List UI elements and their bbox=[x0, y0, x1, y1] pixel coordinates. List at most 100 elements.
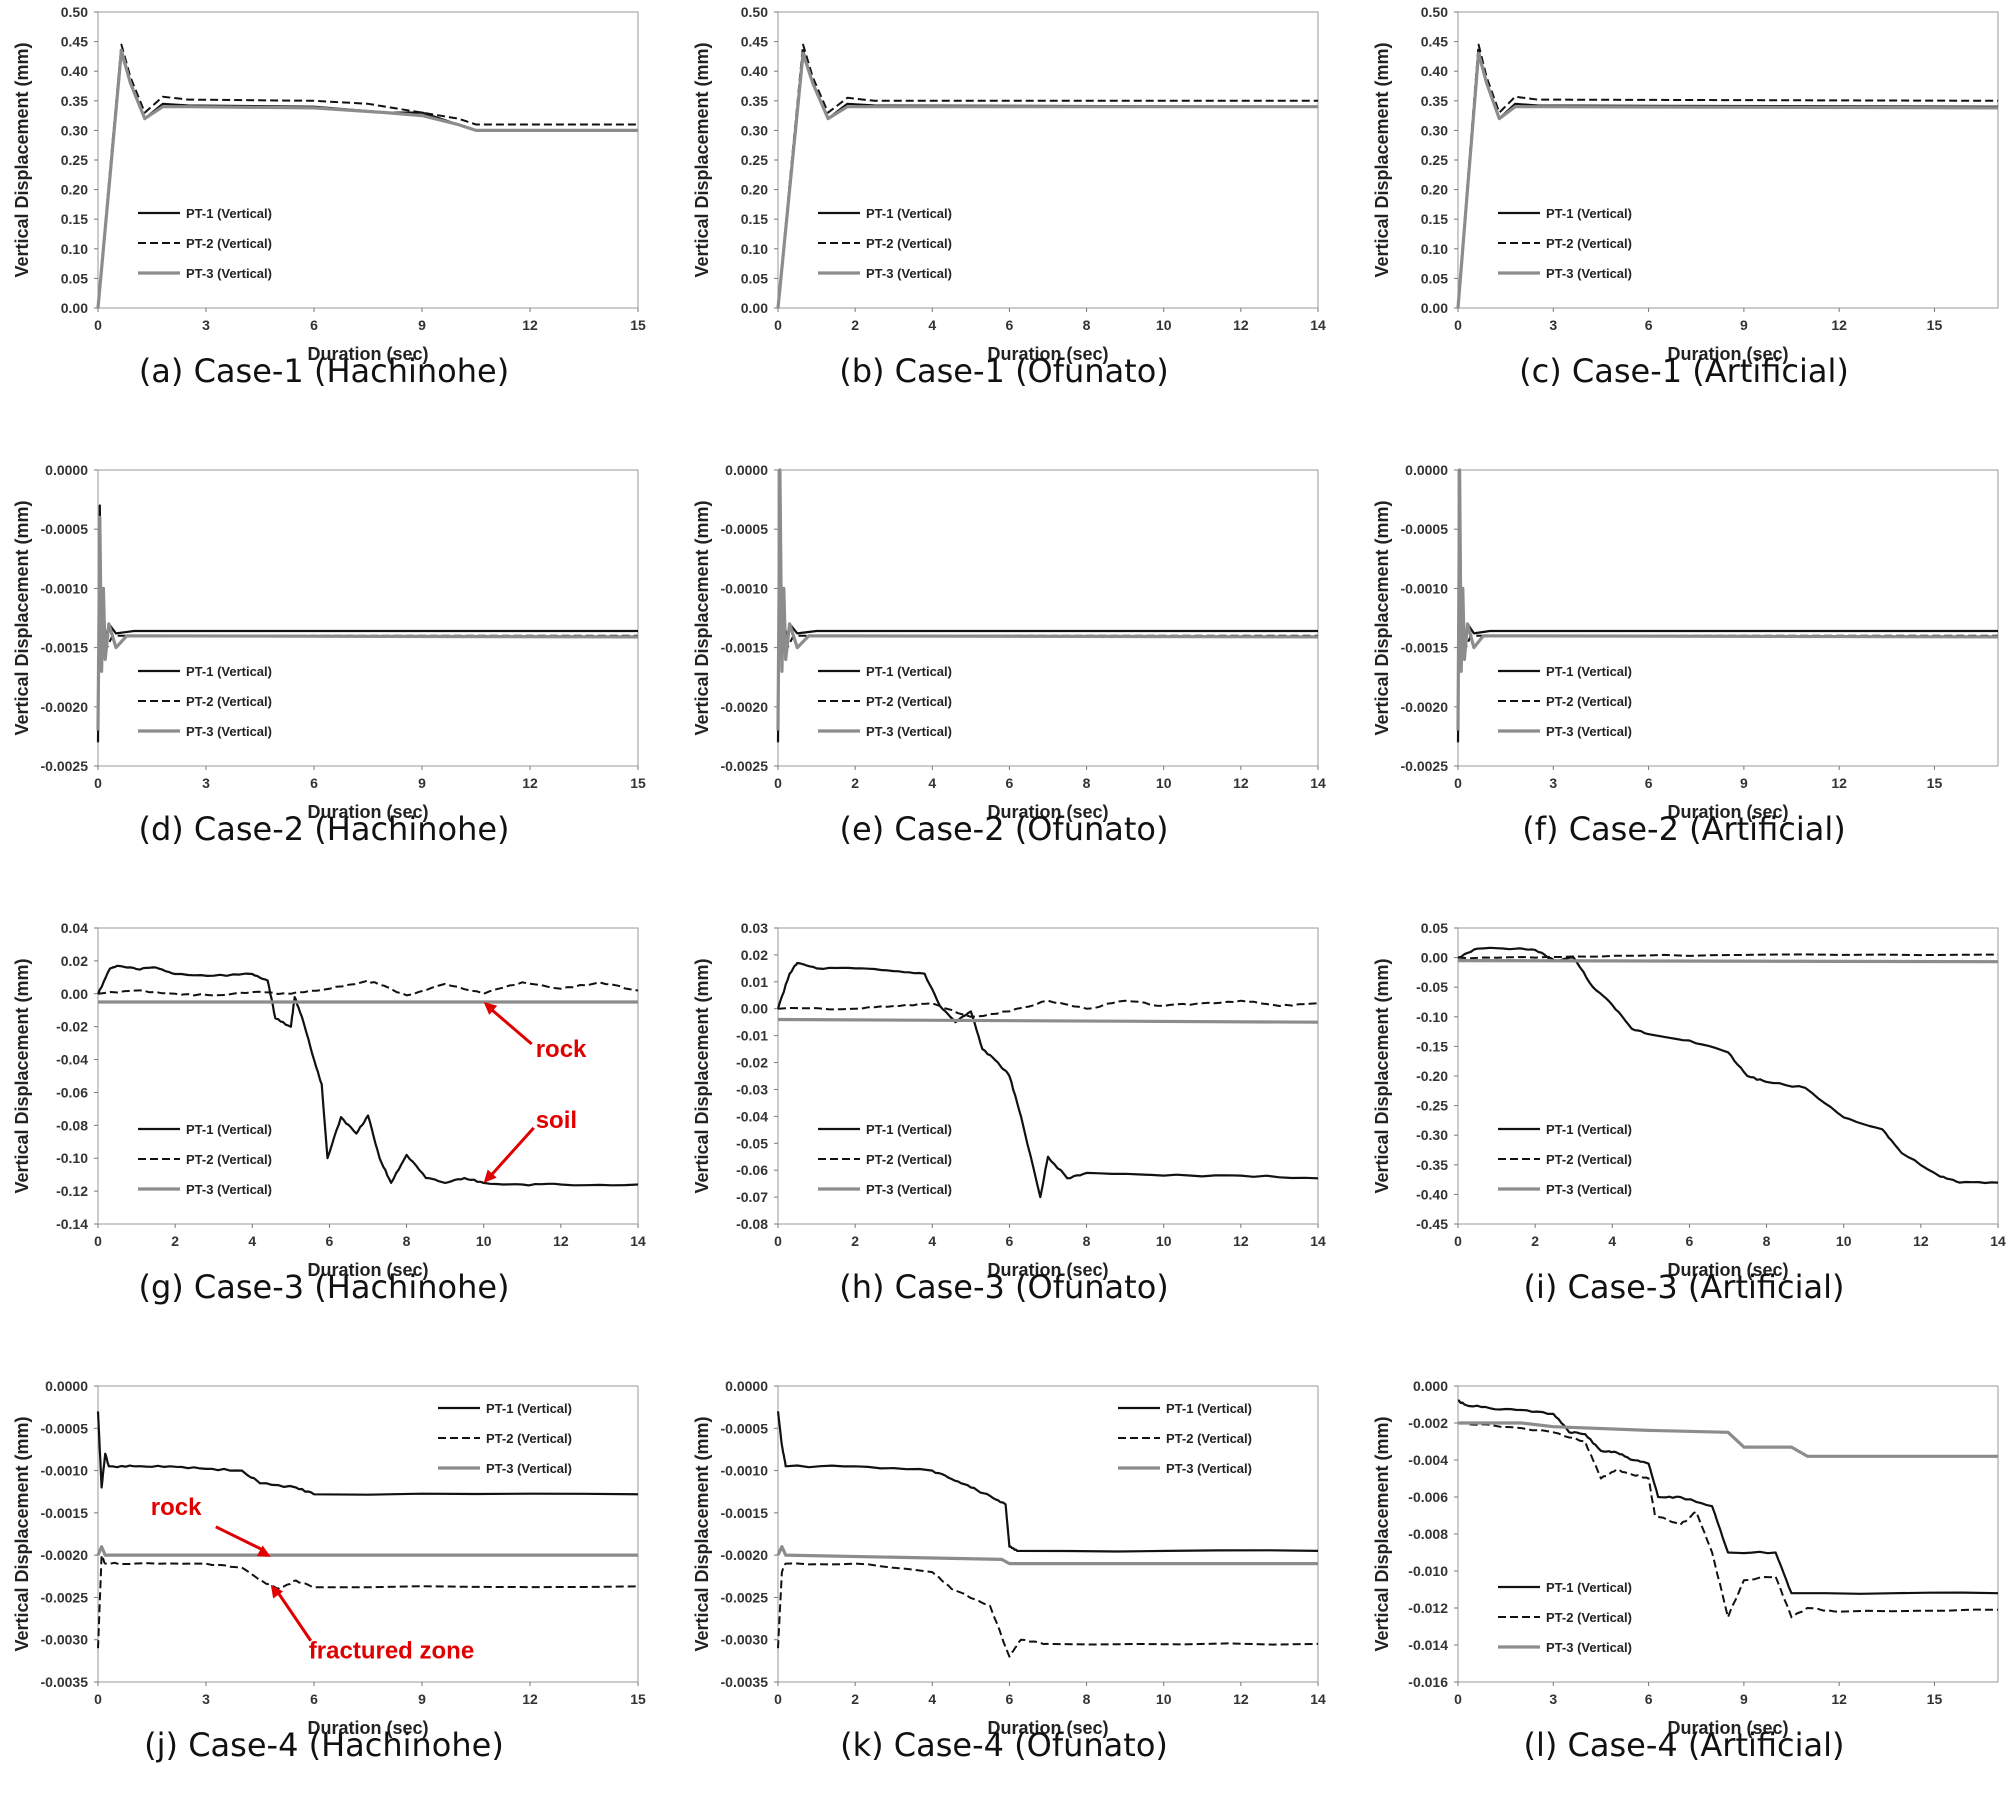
x-tick-label: 0 bbox=[1454, 1691, 1462, 1707]
plot-frame bbox=[1457, 1385, 1999, 1683]
x-tick-label: 0 bbox=[774, 1691, 782, 1707]
y-axis-label: Vertical Displacement (mm) bbox=[692, 958, 712, 1193]
x-tick-label: 4 bbox=[928, 317, 936, 333]
y-tick-label: -0.0010 bbox=[721, 580, 769, 596]
y-tick-label: -0.35 bbox=[1416, 1157, 1448, 1173]
x-tick-label: 4 bbox=[1608, 1233, 1616, 1249]
x-tick-label: 3 bbox=[202, 317, 210, 333]
y-tick-label: -0.0035 bbox=[41, 1674, 89, 1690]
y-tick-label: 0.10 bbox=[61, 241, 88, 257]
x-tick-label: 14 bbox=[1310, 775, 1326, 791]
x-tick-label: 12 bbox=[522, 1691, 538, 1707]
series-line bbox=[1457, 1421, 1999, 1619]
series-line bbox=[96, 52, 638, 309]
y-tick-label: -0.0005 bbox=[721, 1420, 769, 1436]
series-line bbox=[776, 468, 1319, 731]
legend-label: PT-2 (Vertical) bbox=[1546, 1152, 1632, 1167]
x-tick-label: 8 bbox=[1083, 775, 1091, 791]
y-tick-label: 0.40 bbox=[741, 63, 768, 79]
y-tick-label: -0.08 bbox=[56, 1117, 88, 1133]
chart-svg: -0.08 -0.07 -0.06 -0.05 -0.04 -0.03 -0.02 -0.01… bbox=[692, 920, 1326, 1280]
y-tick-label: 0.10 bbox=[1421, 241, 1448, 257]
y-tick-label: -0.0020 bbox=[721, 699, 769, 715]
y-axis-label: Vertical Displacement (mm) bbox=[12, 1416, 32, 1651]
y-tick-label: -0.0015 bbox=[41, 1505, 89, 1521]
y-tick-label: -0.06 bbox=[56, 1084, 88, 1100]
legend-label: PT-1 (Vertical) bbox=[186, 1122, 272, 1137]
chart-panel: -0.016 -0.014 -0.012 -0.010 -0.008 -0.006 -0.0… bbox=[1360, 1374, 2008, 1774]
y-tick-label: 0.40 bbox=[1421, 63, 1448, 79]
x-tick-label: 14 bbox=[1990, 1233, 2006, 1249]
annotation-label: rock bbox=[151, 1494, 202, 1521]
y-tick-label: -0.20 bbox=[1416, 1068, 1448, 1084]
y-tick-label: -0.004 bbox=[1408, 1452, 1448, 1468]
y-tick-label: 0.50 bbox=[61, 4, 88, 20]
x-tick-label: 14 bbox=[1310, 1691, 1326, 1707]
series-line bbox=[1457, 946, 1999, 1185]
y-tick-label: 0.00 bbox=[741, 1001, 768, 1017]
legend-label: PT-3 (Vertical) bbox=[1546, 1182, 1632, 1197]
y-tick-label: 0.00 bbox=[1421, 950, 1448, 966]
y-tick-label: 0.50 bbox=[1421, 4, 1448, 20]
panel-caption: (j) Case-4 (Hachinohe) bbox=[144, 1726, 504, 1764]
x-tick-label: 12 bbox=[1831, 775, 1847, 791]
y-tick-label: -0.016 bbox=[1408, 1674, 1448, 1690]
x-tick-label: 12 bbox=[1831, 1691, 1847, 1707]
y-tick-label: 0.45 bbox=[61, 34, 88, 50]
x-axis-label: Duration (sec) bbox=[1667, 802, 1788, 822]
x-tick-label: 3 bbox=[1549, 775, 1557, 791]
x-tick-label: 12 bbox=[553, 1233, 569, 1249]
legend-label: PT-3 (Vertical) bbox=[1166, 1461, 1252, 1476]
y-tick-label: 0.45 bbox=[741, 34, 768, 50]
plot-frame bbox=[97, 1385, 639, 1683]
y-tick-label: 0.30 bbox=[1421, 122, 1448, 138]
x-tick-label: 9 bbox=[1740, 775, 1748, 791]
y-tick-label: -0.0025 bbox=[41, 1589, 89, 1605]
annotation-label: rock bbox=[536, 1036, 587, 1063]
y-tick-label: -0.06 bbox=[736, 1162, 768, 1178]
plot-frame bbox=[97, 11, 639, 309]
chart-svg: -0.0025 -0.0020 -0.0015 -0.0010 -0.0005 0.000… bbox=[1372, 462, 1999, 822]
panel-caption: (b) Case-1 (Ofunato) bbox=[839, 352, 1169, 390]
y-tick-label: 0.15 bbox=[61, 211, 88, 227]
x-tick-label: 0 bbox=[1454, 775, 1462, 791]
legend-label: PT-2 (Vertical) bbox=[486, 1431, 572, 1446]
series-line bbox=[96, 515, 639, 731]
series-line bbox=[1457, 1399, 1999, 1595]
y-tick-label: 0.10 bbox=[741, 241, 768, 257]
legend-label: PT-2 (Vertical) bbox=[1546, 236, 1632, 251]
x-tick-label: 15 bbox=[1927, 317, 1943, 333]
series-line bbox=[777, 1017, 1319, 1024]
y-tick-label: -0.0015 bbox=[41, 640, 89, 656]
legend-label: PT-2 (Vertical) bbox=[186, 1152, 272, 1167]
x-tick-label: 9 bbox=[418, 1691, 426, 1707]
y-tick-label: 0.05 bbox=[741, 270, 768, 286]
legend-label: PT-3 (Vertical) bbox=[186, 1182, 272, 1197]
x-tick-label: 9 bbox=[1740, 317, 1748, 333]
chart-panel: 0.00 0.05 0.10 0.15 0.20 0.25 0.30 0.35 0.40 0.45… bbox=[0, 0, 648, 400]
x-tick-label: 12 bbox=[1233, 1233, 1249, 1249]
legend-label: PT-3 (Vertical) bbox=[866, 1182, 952, 1197]
y-axis-label: Vertical Displacement (mm) bbox=[692, 500, 712, 735]
x-tick-label: 12 bbox=[522, 775, 538, 791]
y-tick-label: 0.00 bbox=[61, 986, 88, 1002]
x-axis-label: Duration (sec) bbox=[987, 344, 1108, 364]
plot-frame bbox=[777, 1385, 1319, 1683]
y-tick-label: -0.010 bbox=[1408, 1563, 1448, 1579]
y-tick-label: -0.12 bbox=[56, 1183, 88, 1199]
x-tick-label: 3 bbox=[1549, 1691, 1557, 1707]
series-line bbox=[777, 999, 1319, 1018]
y-tick-label: 0.01 bbox=[741, 974, 768, 990]
y-tick-label: 0.20 bbox=[741, 182, 768, 198]
y-tick-label: -0.01 bbox=[736, 1028, 768, 1044]
x-tick-label: 2 bbox=[851, 317, 859, 333]
panel-caption: (c) Case-1 (Artificial) bbox=[1519, 352, 1849, 390]
annotation-arrowhead bbox=[256, 1545, 271, 1557]
y-tick-label: 0.30 bbox=[61, 122, 88, 138]
y-tick-label: 0.00 bbox=[61, 300, 88, 316]
y-tick-label: 0.05 bbox=[1421, 270, 1448, 286]
annotation-arrowhead bbox=[483, 1169, 497, 1183]
y-tick-label: 0.00 bbox=[741, 300, 768, 316]
plot-frame bbox=[97, 469, 639, 767]
chart-panel: 0.00 0.05 0.10 0.15 0.20 0.25 0.30 0.35 0.40 0.45… bbox=[1360, 0, 2008, 400]
